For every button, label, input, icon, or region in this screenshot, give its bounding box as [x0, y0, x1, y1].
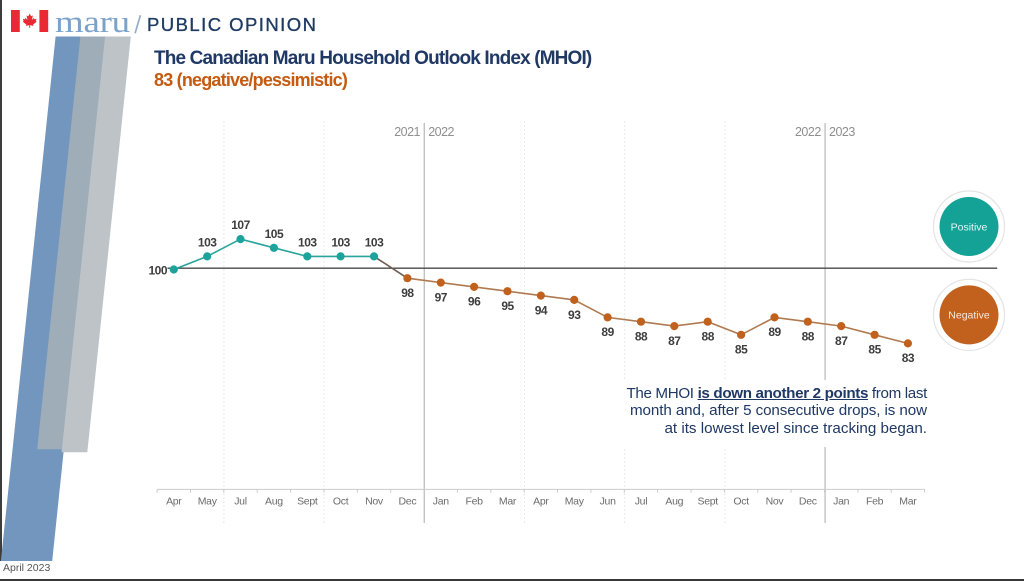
svg-text:107: 107 — [231, 218, 250, 232]
svg-text:2021: 2021 — [394, 125, 420, 139]
svg-text:Aug: Aug — [265, 496, 283, 508]
svg-text:Jul: Jul — [635, 496, 648, 508]
svg-text:Jun: Jun — [600, 496, 616, 508]
svg-text:May: May — [198, 496, 218, 508]
svg-text:103: 103 — [331, 235, 350, 249]
svg-text:Apr: Apr — [533, 496, 549, 508]
svg-text:83: 83 — [902, 351, 915, 365]
svg-text:89: 89 — [601, 325, 614, 339]
svg-text:105: 105 — [265, 227, 284, 241]
svg-text:Jul: Jul — [234, 496, 247, 508]
svg-text:Positive: Positive — [951, 221, 988, 233]
svg-text:Aug: Aug — [665, 496, 683, 508]
svg-text:May: May — [565, 496, 585, 508]
svg-text:94: 94 — [535, 303, 548, 317]
svg-text:85: 85 — [868, 343, 881, 357]
svg-text:Feb: Feb — [465, 496, 483, 508]
svg-text:Sept: Sept — [697, 496, 718, 508]
svg-text:88: 88 — [802, 330, 815, 344]
svg-text:Dec: Dec — [399, 496, 417, 508]
svg-text:103: 103 — [298, 235, 317, 249]
svg-text:95: 95 — [501, 299, 514, 313]
svg-text:87: 87 — [835, 334, 848, 348]
svg-text:Negative: Negative — [948, 310, 990, 322]
svg-text:Nov: Nov — [365, 496, 384, 508]
svg-text:Jan: Jan — [833, 496, 849, 508]
svg-text:88: 88 — [635, 330, 648, 344]
svg-text:Jan: Jan — [433, 496, 449, 508]
svg-text:Feb: Feb — [866, 496, 884, 508]
svg-text:Mar: Mar — [899, 496, 917, 508]
svg-text:Nov: Nov — [766, 496, 785, 508]
svg-text:2023: 2023 — [829, 125, 855, 139]
svg-text:Apr: Apr — [166, 496, 182, 508]
svg-text:103: 103 — [198, 235, 217, 249]
svg-text:Oct: Oct — [333, 496, 349, 508]
svg-text:103: 103 — [365, 235, 384, 249]
svg-text:Mar: Mar — [499, 496, 517, 508]
svg-text:Dec: Dec — [799, 496, 817, 508]
svg-text:Sept: Sept — [297, 496, 318, 508]
svg-text:93: 93 — [568, 308, 581, 322]
svg-text:2022: 2022 — [795, 125, 821, 139]
svg-text:96: 96 — [468, 295, 481, 309]
svg-text:87: 87 — [668, 334, 681, 348]
svg-text:100: 100 — [148, 264, 167, 278]
svg-text:89: 89 — [768, 325, 781, 339]
svg-text:85: 85 — [735, 343, 748, 357]
svg-text:97: 97 — [435, 290, 448, 304]
svg-text:2022: 2022 — [428, 125, 454, 139]
svg-text:88: 88 — [702, 330, 715, 344]
svg-text:Oct: Oct — [733, 496, 749, 508]
svg-text:98: 98 — [401, 286, 414, 300]
